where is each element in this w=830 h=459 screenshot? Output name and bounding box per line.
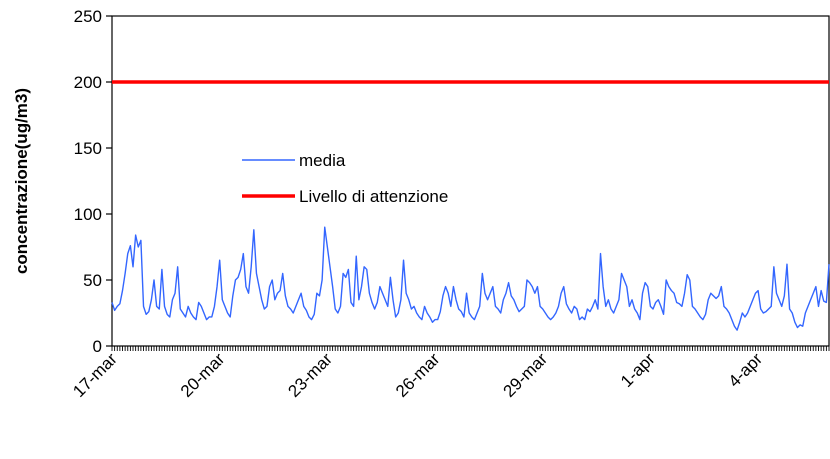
legend-label-livello-di-attenzione: Livello di attenzione <box>299 187 448 206</box>
series-line-media <box>111 226 830 331</box>
y-axis-title-group: concentrazione(ug/m3) <box>12 88 31 274</box>
series-layer <box>111 80 830 331</box>
x-tick-label-group: 23-mar <box>284 349 336 401</box>
y-tick-label: 200 <box>74 73 102 92</box>
x-tick-label-group: 29-mar <box>500 349 552 401</box>
x-tick-label: 26-mar <box>392 349 444 401</box>
y-tick-label: 50 <box>83 271 102 290</box>
legend-label-media: media <box>299 151 346 170</box>
x-tick-label-group: 4-apr <box>725 349 767 391</box>
x-tick-label: 17-mar <box>69 349 121 401</box>
ticks-layer: 0 50 100 150 200 250 17-mar 20-mar 23-mar 26-mar 2… <box>69 7 830 401</box>
y-tick-label: 0 <box>93 337 102 356</box>
y-tick-label: 150 <box>74 139 102 158</box>
x-tick-label: 29-mar <box>500 349 552 401</box>
y-axis-title: concentrazione(ug/m3) <box>12 88 31 274</box>
x-tick-label: 23-mar <box>284 349 336 401</box>
y-tick-label: 250 <box>74 7 102 26</box>
x-tick-label-group: 26-mar <box>392 349 444 401</box>
plot-frame <box>111 15 830 347</box>
x-tick-label: 4-apr <box>725 349 767 391</box>
x-tick-label-group: 17-mar <box>69 349 121 401</box>
x-tick-label: 1-apr <box>617 349 659 391</box>
x-tick-label-group: 20-mar <box>177 349 229 401</box>
y-tick-label: 100 <box>74 205 102 224</box>
x-tick-label-group: 1-apr <box>617 349 659 391</box>
legend: media Livello di attenzione <box>242 151 448 206</box>
x-tick-label: 20-mar <box>177 349 229 401</box>
plot-area <box>111 15 830 347</box>
